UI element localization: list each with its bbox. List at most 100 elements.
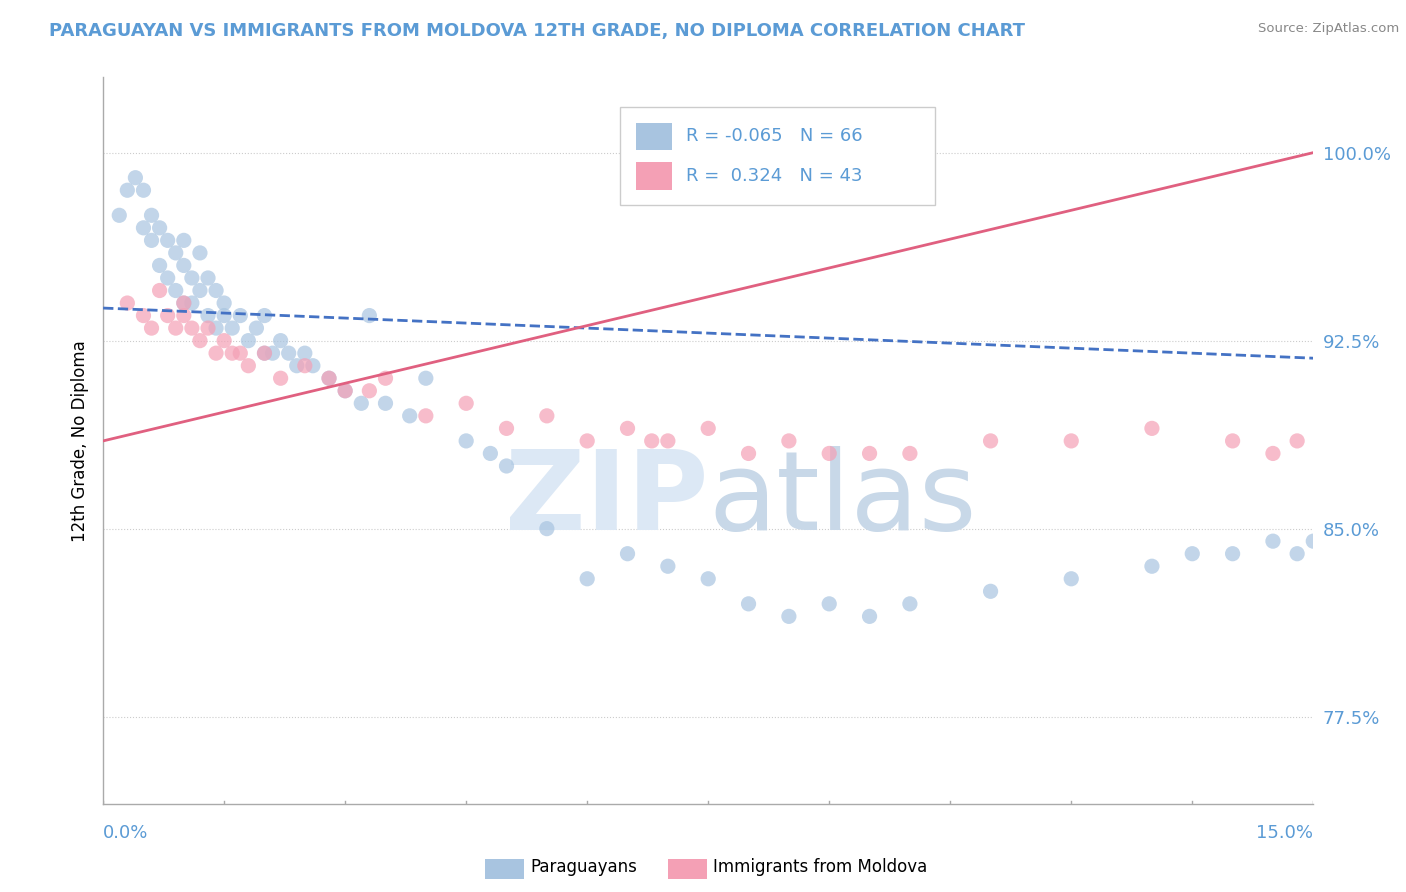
Text: R =  0.324   N = 43: R = 0.324 N = 43 (686, 168, 863, 186)
Point (456, 434, 478, 448)
Point (165, 284, 187, 298)
Point (359, 384, 381, 398)
Point (1060, 434, 1083, 448)
Point (576, 572, 599, 586)
Text: atlas: atlas (709, 446, 977, 552)
Point (221, 321, 243, 335)
Point (1060, 572, 1083, 586)
Point (1302, 534, 1324, 549)
Point (479, 446, 502, 460)
Point (858, 446, 880, 460)
Point (657, 559, 679, 574)
Point (173, 233, 195, 247)
Point (285, 359, 308, 373)
Point (333, 384, 356, 398)
Point (156, 271, 179, 285)
Point (898, 597, 921, 611)
Point (205, 321, 228, 335)
Point (318, 371, 340, 385)
Point (238, 334, 260, 348)
Point (350, 396, 373, 410)
Point (149, 259, 172, 273)
Point (980, 584, 1002, 599)
Point (165, 321, 187, 335)
Point (374, 396, 396, 410)
Point (374, 371, 396, 385)
Point (270, 371, 292, 385)
Point (149, 284, 172, 298)
Point (858, 609, 880, 624)
Point (456, 396, 478, 410)
Bar (636, 122, 672, 150)
Point (212, 309, 235, 323)
Text: 15.0%: 15.0% (1257, 824, 1313, 842)
Point (141, 208, 163, 222)
Point (173, 259, 195, 273)
Point (1286, 547, 1309, 561)
Point (253, 346, 276, 360)
Point (1140, 559, 1163, 574)
Point (333, 384, 356, 398)
Text: ZIP: ZIP (505, 446, 709, 552)
Point (778, 434, 800, 448)
Text: PARAGUAYAN VS IMMIGRANTS FROM MOLDOVA 12TH GRADE, NO DIPLOMA CORRELATION CHART: PARAGUAYAN VS IMMIGRANTS FROM MOLDOVA 12… (49, 22, 1025, 40)
Point (415, 371, 437, 385)
Point (156, 309, 179, 323)
Point (778, 609, 800, 624)
Point (818, 446, 841, 460)
Point (253, 309, 276, 323)
Point (205, 284, 228, 298)
Point (262, 346, 284, 360)
Text: 0.0%: 0.0% (103, 824, 149, 842)
Point (737, 597, 759, 611)
Point (205, 346, 228, 360)
Text: R = -0.065   N = 66: R = -0.065 N = 66 (686, 128, 863, 145)
Point (495, 421, 517, 435)
Point (132, 309, 155, 323)
Point (536, 409, 558, 423)
Point (149, 220, 172, 235)
Point (294, 346, 316, 360)
Point (818, 597, 841, 611)
Point (188, 334, 211, 348)
Point (156, 233, 179, 247)
Point (318, 371, 340, 385)
Point (253, 346, 276, 360)
Point (302, 359, 325, 373)
Point (132, 183, 155, 197)
Point (641, 434, 664, 448)
Point (173, 296, 195, 310)
Point (359, 309, 381, 323)
Y-axis label: 12th Grade, No Diploma: 12th Grade, No Diploma (72, 340, 89, 541)
Point (188, 284, 211, 298)
Point (1222, 547, 1244, 561)
Point (737, 446, 759, 460)
Point (141, 321, 163, 335)
Point (495, 458, 517, 473)
Point (1222, 434, 1244, 448)
Point (898, 446, 921, 460)
Point (294, 359, 316, 373)
Bar (620, 106, 935, 204)
Point (697, 421, 720, 435)
Point (238, 359, 260, 373)
Text: Immigrants from Moldova: Immigrants from Moldova (713, 858, 927, 876)
Point (398, 409, 420, 423)
Point (1261, 534, 1284, 549)
Point (616, 421, 638, 435)
Point (108, 208, 131, 222)
Point (229, 346, 252, 360)
Point (180, 296, 202, 310)
Point (657, 434, 679, 448)
Point (415, 409, 437, 423)
Point (1286, 434, 1309, 448)
Point (188, 246, 211, 260)
Point (277, 346, 299, 360)
Point (124, 170, 146, 185)
Point (180, 271, 202, 285)
Point (180, 321, 202, 335)
Text: Source: ZipAtlas.com: Source: ZipAtlas.com (1258, 22, 1399, 36)
Point (173, 309, 195, 323)
Point (616, 547, 638, 561)
Point (212, 296, 235, 310)
